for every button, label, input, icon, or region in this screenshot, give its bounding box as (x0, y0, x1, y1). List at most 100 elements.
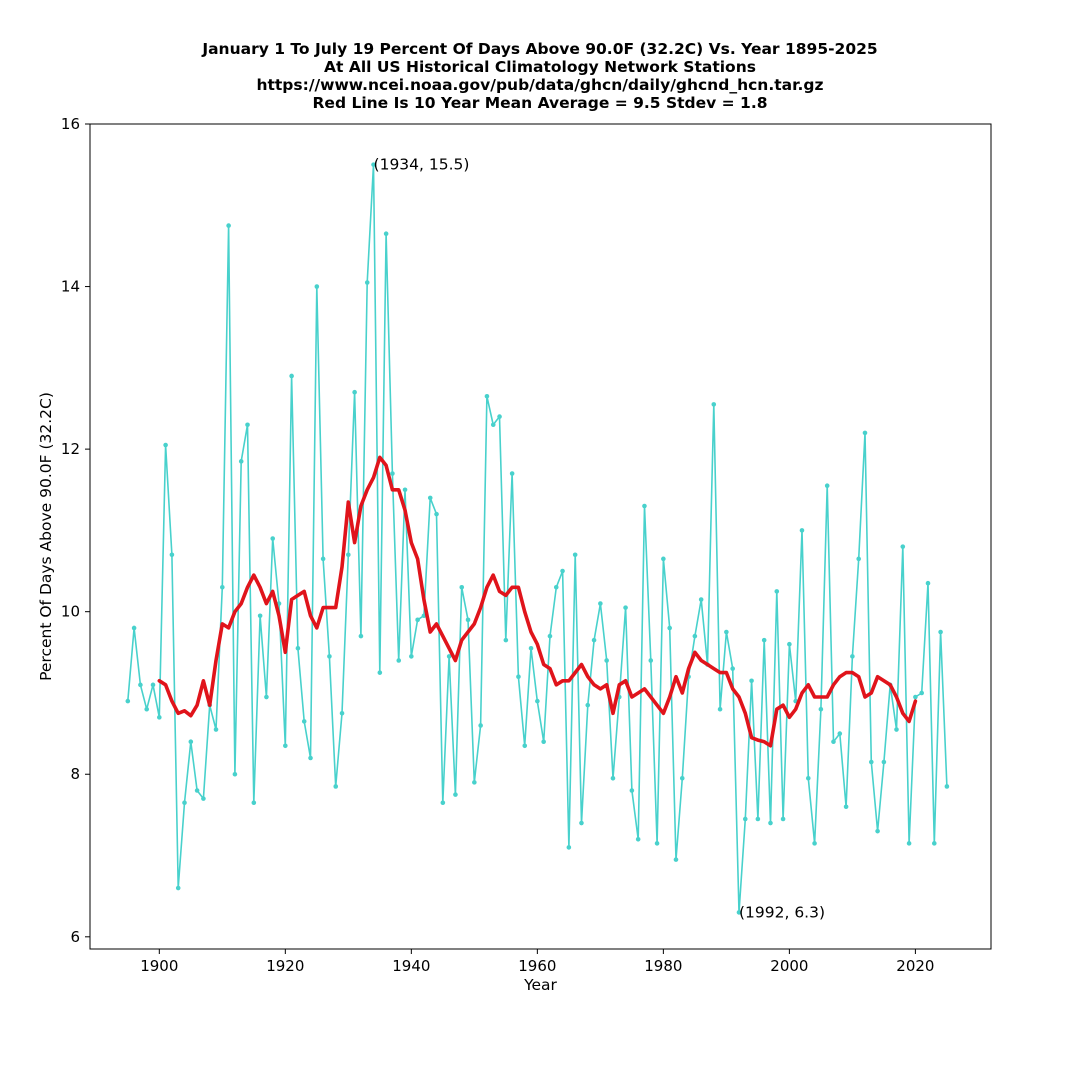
data-point (522, 743, 528, 749)
data-point (352, 389, 357, 395)
data-point (831, 739, 836, 745)
data-point (251, 800, 257, 805)
y-tick-label: 8 (70, 765, 80, 783)
data-point (226, 223, 231, 228)
x-tick-label: 1980 (644, 957, 682, 975)
data-point (465, 617, 471, 623)
data-point (264, 694, 269, 700)
data-point (629, 788, 635, 793)
data-point (289, 373, 294, 379)
annotation-layer: (1934, 15.5) (1992, 6.3) (374, 156, 825, 922)
data-point (724, 629, 729, 635)
data-point (125, 698, 131, 704)
data-point (528, 645, 534, 651)
series-layer (125, 162, 950, 915)
data-point (944, 784, 950, 789)
data-point (497, 414, 502, 419)
title-line-3: https://www.ncei.noaa.gov/pub/data/ghcn/… (256, 76, 824, 94)
data-point (755, 816, 761, 822)
data-point (837, 731, 843, 736)
title-line-4: Red Line Is 10 Year Mean Average = 9.5 S… (312, 94, 768, 112)
data-point (717, 706, 723, 712)
data-point (938, 629, 943, 635)
data-point (175, 885, 181, 891)
data-point (661, 556, 666, 562)
data-point (427, 495, 433, 501)
data-point (472, 780, 477, 785)
data-point (138, 682, 143, 688)
data-point (169, 552, 175, 558)
data-point (144, 706, 150, 712)
data-point (553, 585, 559, 590)
x-tick-label: 1900 (140, 957, 178, 975)
data-point (270, 536, 276, 541)
data-point (736, 910, 742, 915)
data-point (900, 544, 906, 549)
data-point (566, 845, 572, 850)
data-point (913, 694, 918, 700)
chart-title: January 1 To July 19 Percent Of Days Abo… (0, 40, 1080, 112)
data-point (572, 552, 578, 558)
data-point (560, 568, 565, 574)
data-point (339, 710, 345, 716)
data-point (371, 162, 376, 167)
data-point (409, 654, 414, 659)
data-point (453, 792, 458, 797)
data-point (799, 528, 805, 533)
data-point (805, 776, 811, 781)
data-point (635, 836, 641, 842)
data-point (673, 857, 679, 862)
data-point (358, 633, 364, 639)
data-point (598, 601, 603, 606)
data-point (931, 841, 937, 846)
data-point (925, 580, 931, 586)
data-point (761, 637, 767, 643)
data-point (894, 727, 899, 732)
data-point (768, 820, 773, 826)
data-point (131, 625, 137, 631)
data-point (490, 422, 496, 428)
data-point (320, 556, 326, 562)
annotation-max: (1934, 15.5) (374, 156, 470, 174)
data-point (850, 654, 855, 659)
data-point (585, 702, 591, 708)
x-tick-label: 1920 (266, 957, 304, 975)
data-point (906, 841, 912, 846)
data-point (667, 625, 672, 631)
data-point (787, 641, 792, 647)
data-point (308, 755, 313, 761)
data-point (301, 719, 307, 724)
data-point (402, 487, 408, 493)
data-point (327, 654, 332, 659)
data-point (364, 280, 370, 285)
plot-area-frame (89, 123, 992, 950)
data-point (774, 589, 780, 594)
data-point (232, 771, 238, 777)
data-point (440, 800, 446, 805)
data-point (396, 658, 402, 663)
data-point (742, 816, 748, 822)
y-axis-label: Percent Of Days Above 90.0F (32.2C) (37, 392, 55, 681)
data-point (692, 633, 698, 639)
data-point (257, 613, 263, 619)
data-point (213, 727, 219, 732)
data-point (843, 804, 849, 810)
data-point (283, 743, 288, 749)
data-point (730, 666, 735, 671)
data-point (314, 284, 320, 289)
data-point (698, 597, 704, 602)
ten-year-mean-line (157, 455, 918, 748)
data-point (623, 605, 628, 610)
x-tick-label: 2020 (896, 957, 934, 975)
yearly-percent-line (127, 163, 948, 914)
data-point (238, 459, 244, 464)
data-point (182, 800, 187, 805)
data-point (749, 678, 754, 684)
x-tick-label: 1940 (392, 957, 430, 975)
data-point (201, 796, 206, 801)
data-point (591, 637, 597, 643)
data-point (547, 633, 553, 639)
data-point (377, 670, 383, 675)
data-point (157, 715, 162, 720)
data-point (812, 841, 817, 846)
